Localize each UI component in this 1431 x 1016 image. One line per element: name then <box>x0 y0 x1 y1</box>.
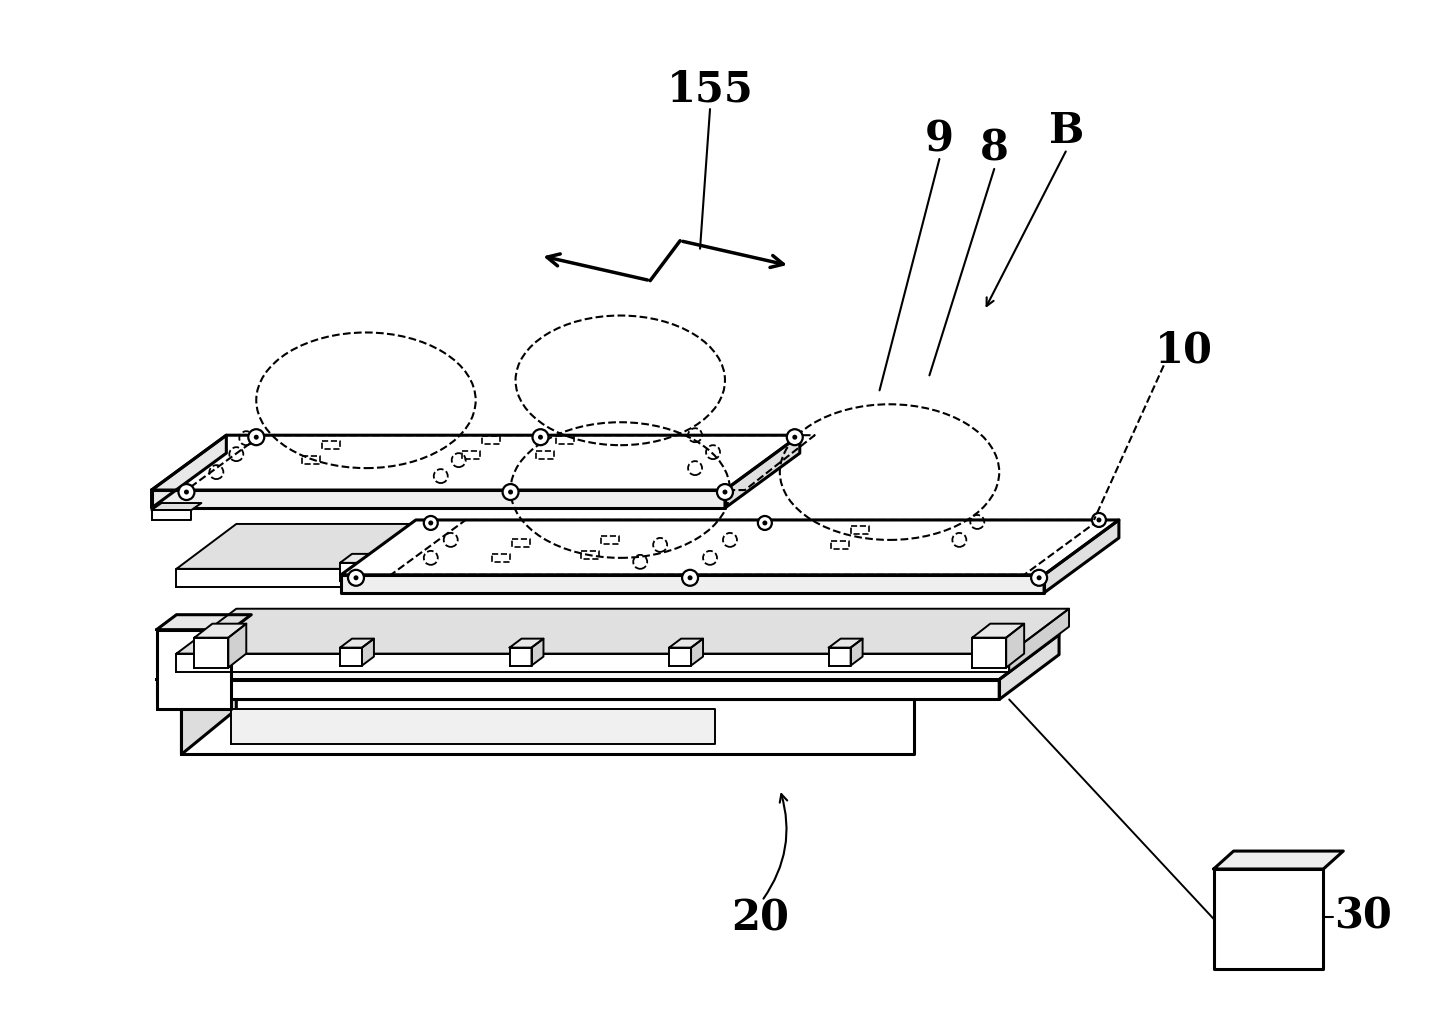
Polygon shape <box>182 654 969 699</box>
Polygon shape <box>152 435 226 508</box>
Polygon shape <box>156 630 232 709</box>
Polygon shape <box>509 563 531 581</box>
Circle shape <box>428 520 434 525</box>
Circle shape <box>787 429 803 445</box>
Text: 8: 8 <box>980 128 1009 170</box>
Polygon shape <box>691 554 703 581</box>
Polygon shape <box>156 635 1059 680</box>
Circle shape <box>185 490 189 495</box>
Polygon shape <box>182 654 236 754</box>
Circle shape <box>763 520 767 525</box>
Polygon shape <box>1213 851 1344 869</box>
Circle shape <box>353 575 359 580</box>
Polygon shape <box>670 639 703 647</box>
Polygon shape <box>850 554 863 581</box>
Circle shape <box>1092 513 1106 527</box>
Polygon shape <box>176 653 1009 672</box>
Polygon shape <box>531 639 544 665</box>
Circle shape <box>717 484 733 500</box>
Polygon shape <box>850 639 863 665</box>
Polygon shape <box>829 639 863 647</box>
Polygon shape <box>341 639 373 647</box>
Polygon shape <box>509 647 531 665</box>
Text: 155: 155 <box>667 68 753 110</box>
Polygon shape <box>829 647 850 665</box>
Circle shape <box>532 429 548 445</box>
Circle shape <box>249 429 265 445</box>
Polygon shape <box>182 699 914 754</box>
Circle shape <box>424 516 438 530</box>
Polygon shape <box>341 554 373 563</box>
Polygon shape <box>232 709 716 745</box>
Circle shape <box>723 490 727 495</box>
Polygon shape <box>1009 524 1069 587</box>
Text: 10: 10 <box>1155 329 1212 372</box>
Polygon shape <box>1213 869 1324 968</box>
Polygon shape <box>341 520 1119 575</box>
Circle shape <box>1032 570 1047 586</box>
Polygon shape <box>829 563 850 581</box>
Polygon shape <box>1045 520 1119 592</box>
Polygon shape <box>156 615 252 630</box>
Circle shape <box>179 484 195 500</box>
Text: 30: 30 <box>1334 896 1392 938</box>
Polygon shape <box>152 490 726 508</box>
Polygon shape <box>362 639 373 665</box>
Polygon shape <box>670 563 691 581</box>
Polygon shape <box>670 647 691 665</box>
Circle shape <box>683 570 698 586</box>
Polygon shape <box>152 510 192 520</box>
Polygon shape <box>509 639 544 647</box>
Polygon shape <box>999 635 1059 699</box>
Text: 9: 9 <box>924 118 954 160</box>
Polygon shape <box>152 503 202 510</box>
Circle shape <box>253 435 259 440</box>
Text: B: B <box>1049 110 1085 152</box>
Polygon shape <box>195 624 246 638</box>
Polygon shape <box>156 680 999 699</box>
Polygon shape <box>509 554 544 563</box>
Polygon shape <box>341 647 362 665</box>
Polygon shape <box>152 435 800 490</box>
Circle shape <box>502 484 518 500</box>
Circle shape <box>758 516 771 530</box>
Polygon shape <box>176 569 1009 587</box>
Polygon shape <box>195 638 229 668</box>
Text: 20: 20 <box>731 898 788 940</box>
Polygon shape <box>972 624 1025 638</box>
Polygon shape <box>176 524 1069 569</box>
Circle shape <box>508 490 514 495</box>
Circle shape <box>1036 575 1042 580</box>
Polygon shape <box>670 554 703 563</box>
Polygon shape <box>176 609 1069 653</box>
Polygon shape <box>829 554 863 563</box>
Polygon shape <box>362 554 373 581</box>
Polygon shape <box>691 639 703 665</box>
Polygon shape <box>972 638 1006 668</box>
Polygon shape <box>229 624 246 668</box>
Polygon shape <box>726 435 800 508</box>
Polygon shape <box>1009 609 1069 672</box>
Polygon shape <box>531 554 544 581</box>
Circle shape <box>793 435 797 440</box>
Circle shape <box>348 570 363 586</box>
Polygon shape <box>1006 624 1025 668</box>
Polygon shape <box>341 563 362 581</box>
Circle shape <box>1096 517 1102 522</box>
Circle shape <box>687 575 693 580</box>
Circle shape <box>538 435 542 440</box>
Polygon shape <box>341 575 1045 592</box>
